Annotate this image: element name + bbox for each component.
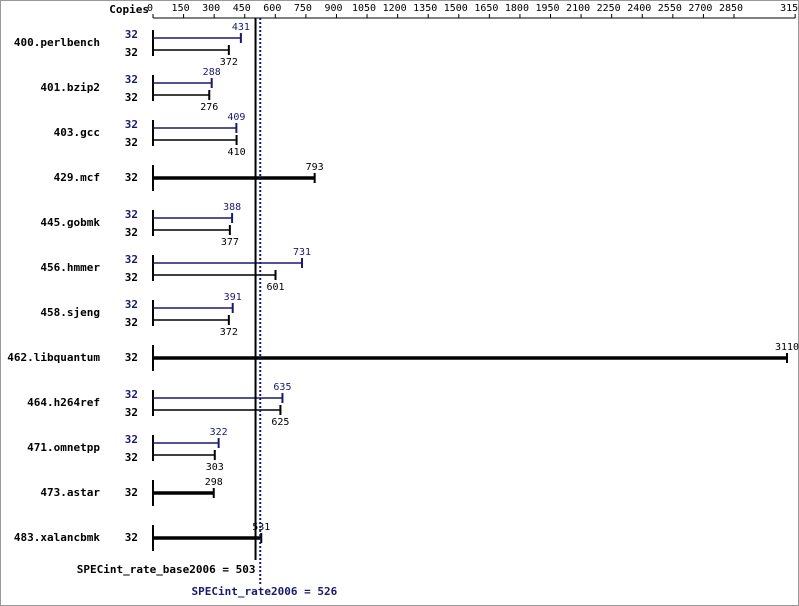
x-tick-label: 1200 [383,3,407,14]
base-value-label: 298 [205,477,223,488]
peak-copies: 32 [125,28,138,41]
peak-copies: 32 [125,118,138,131]
peak-value-label: 391 [224,292,242,303]
base-copies: 32 [125,46,138,59]
peak-value-label: 731 [293,247,311,258]
x-tick-label: 450 [233,3,251,14]
base-copies: 32 [125,351,138,364]
base-copies: 32 [125,271,138,284]
benchmark-name: 464.h264ref [27,396,100,409]
peak-value-label: 388 [223,202,241,213]
base-value-label: 625 [271,417,289,428]
x-tick-label: 1800 [505,3,529,14]
benchmark-name: 429.mcf [54,171,100,184]
base-copies: 32 [125,316,138,329]
base-value-label: 276 [200,102,218,113]
x-tick-label: 0 [147,3,153,14]
peak-value-label: 322 [210,427,228,438]
copies-header: Copies [109,3,149,16]
base-value-label: 3110 [775,342,799,353]
benchmark-name: 483.xalancbmk [14,531,100,544]
benchmark-name: 456.hmmer [40,261,100,274]
base-copies: 32 [125,406,138,419]
base-value-label: 303 [206,462,224,473]
x-tick-label: 2850 [719,3,743,14]
x-tick-label: 1950 [535,3,559,14]
x-tick-label: 2250 [597,3,621,14]
x-tick-label: 3150 [780,3,799,14]
x-tick-label: 2400 [627,3,651,14]
x-tick-label: 2550 [658,3,682,14]
base-copies: 32 [125,171,138,184]
base-reference-label: SPECint_rate_base2006 = 503 [77,563,256,576]
x-tick-label: 1350 [413,3,437,14]
base-copies: 32 [125,451,138,464]
x-tick-label: 600 [263,3,281,14]
peak-value-label: 288 [203,67,221,78]
x-tick-label: 2700 [688,3,712,14]
benchmark-name: 462.libquantum [7,351,100,364]
peak-copies: 32 [125,253,138,266]
base-copies: 32 [125,226,138,239]
base-value-label: 410 [228,147,246,158]
x-tick-label: 900 [324,3,342,14]
peak-value-label: 431 [232,22,250,33]
peak-value-label: 635 [273,382,291,393]
base-copies: 32 [125,531,138,544]
base-copies: 32 [125,91,138,104]
peak-copies: 32 [125,433,138,446]
peak-copies: 32 [125,388,138,401]
base-value-label: 372 [220,327,238,338]
peak-value-label: 409 [227,112,245,123]
x-tick-label: 150 [172,3,190,14]
x-tick-label: 1500 [444,3,468,14]
x-tick-label: 1050 [352,3,376,14]
base-copies: 32 [125,486,138,499]
peak-copies: 32 [125,73,138,86]
x-tick-label: 300 [202,3,220,14]
x-tick-label: 750 [294,3,312,14]
benchmark-name: 473.astar [40,486,100,499]
base-value-label: 372 [220,57,238,68]
base-value-label: 531 [252,522,270,533]
peak-reference-label: SPECint_rate2006 = 526 [192,585,338,598]
base-copies: 32 [125,136,138,149]
benchmark-name: 403.gcc [54,126,100,139]
x-tick-label: 1650 [474,3,498,14]
x-tick-label: 2100 [566,3,590,14]
benchmark-name: 458.sjeng [40,306,100,319]
benchmark-name: 445.gobmk [40,216,100,229]
peak-copies: 32 [125,298,138,311]
benchmark-name: 471.omnetpp [27,441,100,454]
base-value-label: 377 [221,237,239,248]
base-value-label: 601 [266,282,284,293]
peak-copies: 32 [125,208,138,221]
benchmark-name: 400.perlbench [14,36,100,49]
base-value-label: 793 [306,162,324,173]
benchmark-name: 401.bzip2 [40,81,100,94]
